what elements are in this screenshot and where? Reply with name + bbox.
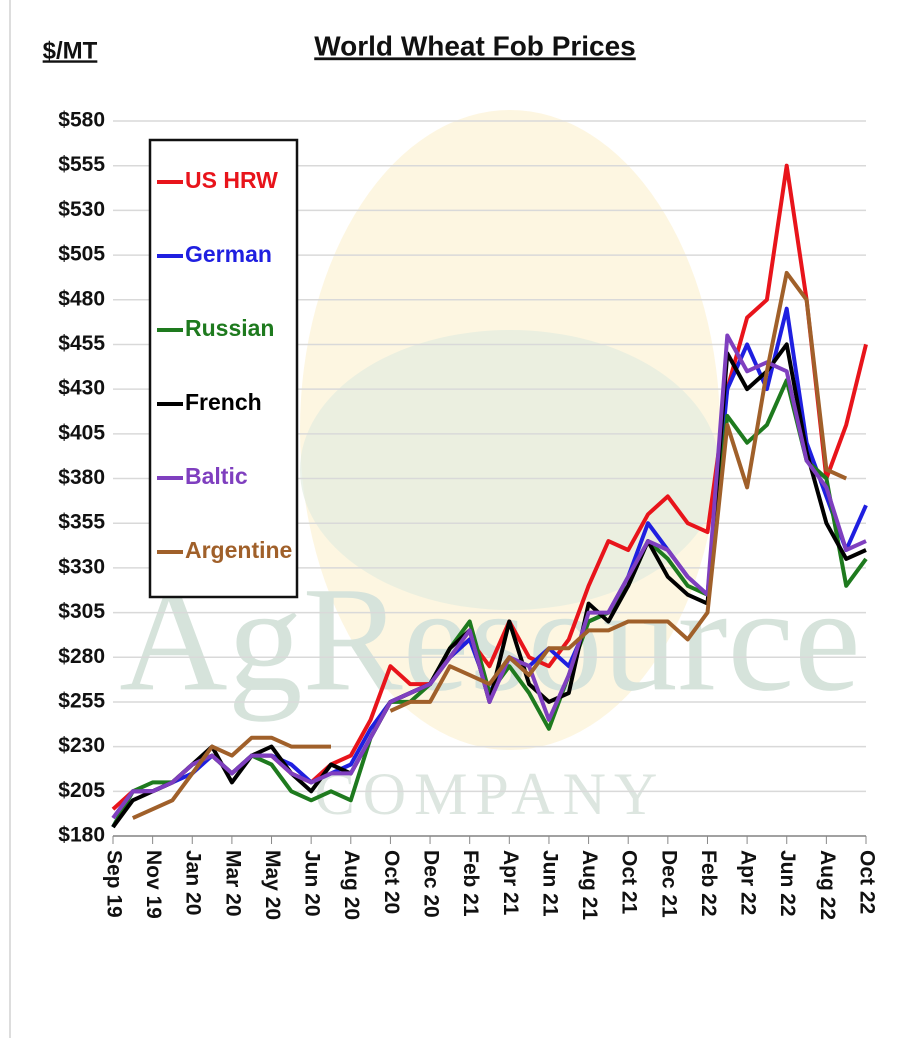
- y-tick-label: $480: [58, 287, 105, 310]
- y-tick-label: $505: [58, 243, 105, 266]
- x-tick-label: Jan 20: [182, 850, 205, 915]
- x-tick-label: Feb 22: [697, 850, 720, 917]
- y-tick-label: $305: [58, 600, 105, 623]
- x-tick-label: Oct 21: [618, 850, 641, 915]
- x-tick-label: Jun 21: [538, 850, 561, 917]
- y-tick-label: $380: [58, 466, 105, 489]
- x-tick-label: Oct 22: [855, 850, 878, 914]
- legend-box: [148, 138, 299, 599]
- x-tick-label: Oct 20: [380, 850, 403, 914]
- y-tick-label: $580: [58, 109, 105, 132]
- x-tick-label: Dec 20: [420, 850, 443, 918]
- x-tick-label: Jun 22: [776, 850, 799, 917]
- x-tick-label: Aug 21: [578, 850, 601, 920]
- y-tick-label: $205: [58, 779, 105, 802]
- x-tick-label: Mar 20: [221, 850, 244, 917]
- x-tick-label: Sep 19: [102, 850, 125, 918]
- y-tick-label: $280: [58, 645, 105, 668]
- series-line: [131, 270, 848, 820]
- legend: US HRW German Russian French Baltic Argentine: [148, 138, 299, 599]
- y-tick-label: $555: [58, 153, 105, 176]
- watermark-hill: [300, 330, 720, 610]
- legend-label: French: [185, 389, 262, 415]
- legend-label: US HRW: [185, 167, 278, 193]
- chart-title: World Wheat Fob Prices: [314, 30, 636, 61]
- x-tick-label: Aug 22: [816, 850, 839, 920]
- y-tick-label: $180: [58, 824, 105, 847]
- y-tick-label: $255: [58, 689, 105, 712]
- y-tick-label: $355: [58, 511, 105, 534]
- x-tick-label: Jun 20: [301, 850, 324, 917]
- legend-label: German: [185, 241, 272, 267]
- series-line: [111, 333, 867, 820]
- lines: [111, 163, 868, 829]
- x-tick-label: May 20: [261, 850, 284, 920]
- x-tick-label: Apr 21: [499, 850, 522, 916]
- x-tick-label: Apr 22: [737, 850, 760, 915]
- x-tick-label: Aug 20: [340, 850, 363, 920]
- y-tick-label: $530: [58, 198, 105, 221]
- y-tick-label: $430: [58, 377, 105, 400]
- y-tick-label: $330: [58, 555, 105, 578]
- legend-label: Russian: [185, 315, 274, 341]
- y-tick-label: $405: [58, 421, 105, 444]
- y-tick-label: $455: [58, 332, 105, 355]
- y-axis-label: $/MT: [43, 37, 98, 64]
- legend-label: Baltic: [185, 463, 248, 489]
- x-tick-label: Feb 21: [459, 850, 482, 917]
- x-tick-label: Nov 19: [142, 850, 165, 919]
- axes: $180 $205 $230 $255 $280 $305 $330 $355 $380 $405…: [58, 109, 878, 921]
- watermark-sub: COMPANY: [315, 761, 666, 827]
- x-tick-label: Dec 21: [657, 850, 680, 918]
- legend-label: Argentine: [185, 537, 292, 563]
- y-tick-label: $230: [58, 734, 105, 757]
